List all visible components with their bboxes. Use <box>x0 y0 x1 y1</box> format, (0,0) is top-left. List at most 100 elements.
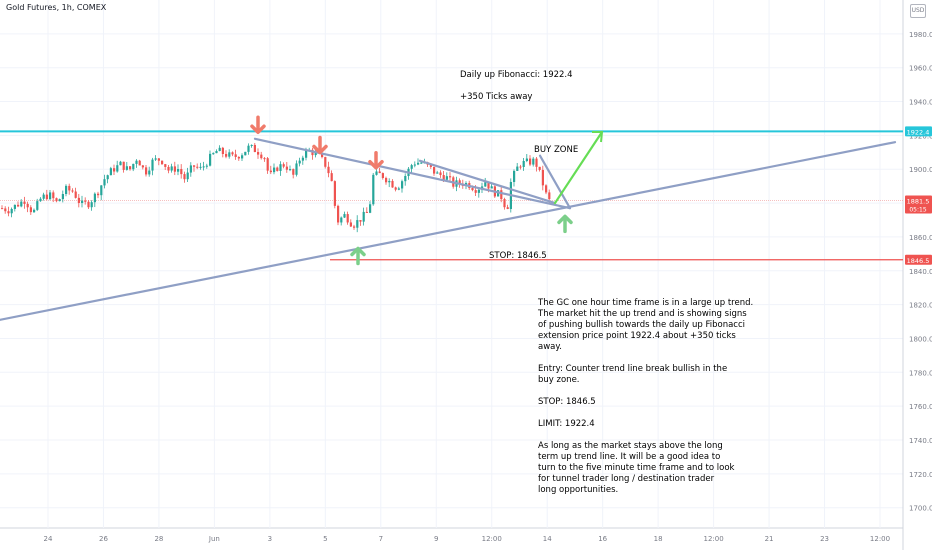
trend-line <box>253 137 572 210</box>
candle-body <box>113 168 116 172</box>
candle-body <box>49 192 52 200</box>
candle-body <box>55 198 58 202</box>
price-label: 1881.5 <box>907 198 930 206</box>
candle-body <box>388 180 391 183</box>
candle-body <box>68 185 71 191</box>
candle-body <box>61 194 64 200</box>
y-tick-label: 1720.0 <box>909 471 932 479</box>
candle-body <box>340 217 343 223</box>
candle-body <box>100 185 103 196</box>
candle-body <box>84 200 87 202</box>
note-line: of pushing bullish towards the daily up … <box>538 320 746 330</box>
candle-body <box>109 168 112 176</box>
candle-body <box>391 180 394 188</box>
candle-body <box>471 188 474 191</box>
candle-body <box>250 144 253 146</box>
candle-body <box>273 167 276 173</box>
candle-body <box>436 172 439 174</box>
candle-body <box>93 193 96 203</box>
price-label-bg <box>905 195 932 214</box>
candle-body <box>381 173 384 178</box>
candle-body <box>513 170 516 182</box>
candle-body <box>234 154 237 157</box>
candle-body <box>87 201 90 208</box>
candle-body <box>487 182 490 189</box>
note-line: away. <box>538 342 562 352</box>
candle-body <box>321 153 324 158</box>
candle-body <box>90 202 93 208</box>
candle-body <box>439 172 442 176</box>
candle-body <box>253 144 256 153</box>
candle-body <box>81 200 84 203</box>
candle-body <box>327 166 330 174</box>
candle-body <box>365 211 368 213</box>
candle-body <box>167 166 170 171</box>
candle-body <box>285 166 288 170</box>
candle-body <box>269 170 272 173</box>
x-tick-label: 14 <box>543 535 552 543</box>
candle-body <box>420 162 423 164</box>
candle-body <box>410 165 413 169</box>
currency-badge[interactable]: USD <box>910 4 926 18</box>
note-line: The market hit the up trend and is showi… <box>538 309 747 319</box>
candle-body <box>231 152 234 155</box>
x-tick-label: 7 <box>379 535 383 543</box>
candle-body <box>490 186 493 189</box>
candle-body <box>13 204 16 209</box>
candle-body <box>141 165 144 168</box>
candle-body <box>394 187 397 190</box>
down-arrow-icon <box>250 115 266 134</box>
y-tick-label: 1940.0 <box>909 99 932 107</box>
candle-body <box>247 145 250 152</box>
y-tick-label: 1800.0 <box>909 335 932 343</box>
down-arrow-icon <box>368 151 384 170</box>
y-tick-label: 1760.0 <box>909 403 932 411</box>
candle-body <box>17 204 20 207</box>
trend-line <box>418 159 557 205</box>
x-tick-label: 5 <box>323 535 327 543</box>
fibonacci-annotation: Daily up Fibonacci: 1922.4 <box>460 70 573 80</box>
candle-body <box>212 153 215 155</box>
candle-body <box>263 158 266 160</box>
price-label: 1922.4 <box>907 128 930 136</box>
x-tick-label: 9 <box>434 535 438 543</box>
candle-body <box>135 160 138 164</box>
candle-body <box>186 172 189 180</box>
note-line: STOP: 1846.5 <box>538 397 596 407</box>
x-tick-label: 3 <box>268 535 272 543</box>
candle-body <box>353 226 356 228</box>
candle-body <box>503 199 506 208</box>
down-arrow-icon <box>312 135 328 155</box>
candle-body <box>359 220 362 222</box>
note-line <box>538 353 753 364</box>
ticks-annotation: +350 Ticks away <box>460 92 533 102</box>
note-line: turn to the five minute time frame and t… <box>538 463 735 473</box>
x-tick-label: 16 <box>598 535 607 543</box>
candle-body <box>164 164 167 167</box>
candle-body <box>125 166 128 170</box>
note-line: LIMIT: 1922.4 <box>538 419 595 429</box>
trend-line <box>538 154 572 210</box>
candle-body <box>122 161 125 170</box>
x-tick-label: 28 <box>154 535 163 543</box>
candle-body <box>282 164 285 167</box>
note-line <box>538 408 753 419</box>
up-arrow-icon <box>557 214 573 234</box>
candle-body <box>132 163 135 170</box>
buy-zone-annotation: BUY ZONE <box>534 145 579 155</box>
candle-body <box>225 154 228 157</box>
candle-body <box>378 171 381 174</box>
candle-body <box>52 192 55 199</box>
candle-body <box>362 211 365 222</box>
candle-body <box>279 164 282 171</box>
candle-body <box>289 169 292 171</box>
x-tick-label: 12:00 <box>704 535 724 543</box>
candle-body <box>442 175 445 180</box>
candle-body <box>356 220 359 228</box>
up-arrow-icon <box>350 246 366 266</box>
y-tick-label: 1740.0 <box>909 437 932 445</box>
candle-body <box>20 201 23 207</box>
candle-body <box>10 208 13 214</box>
